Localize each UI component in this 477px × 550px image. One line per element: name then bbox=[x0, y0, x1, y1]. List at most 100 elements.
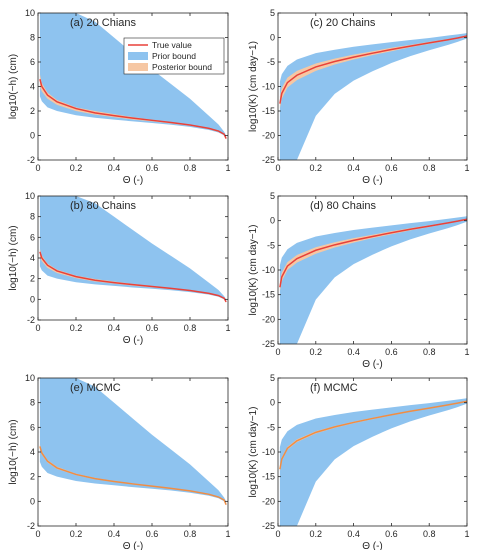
true-value-line bbox=[39, 446, 227, 505]
y-tick-label: -25 bbox=[262, 339, 275, 349]
panel-title: (b) 80 Chains bbox=[70, 200, 137, 212]
plot-area bbox=[279, 398, 467, 526]
legend-swatch bbox=[128, 63, 148, 71]
x-tick-label: 0.4 bbox=[347, 163, 360, 173]
y-tick-label: 0 bbox=[270, 33, 275, 43]
x-tick-label: 0 bbox=[275, 529, 280, 539]
true-value-line bbox=[279, 218, 467, 288]
x-tick-label: 1 bbox=[225, 163, 230, 173]
x-tick-label: 1 bbox=[464, 163, 469, 173]
y-tick-label: 2 bbox=[30, 274, 35, 284]
x-tick-label: 0.6 bbox=[146, 323, 159, 333]
y-tick-label: -5 bbox=[267, 240, 275, 250]
x-tick-label: 0.4 bbox=[108, 163, 121, 173]
panel-title: (c) 20 Chains bbox=[310, 17, 376, 29]
x-tick-label: 0.2 bbox=[70, 163, 83, 173]
y-tick-label: 4 bbox=[30, 447, 35, 457]
x-tick-label: 0.8 bbox=[184, 163, 197, 173]
y-tick-label: 5 bbox=[270, 8, 275, 18]
prior-bound-band bbox=[39, 378, 227, 506]
prior-bound-band bbox=[39, 13, 227, 140]
x-tick-label: 0.6 bbox=[385, 347, 398, 357]
x-tick-label: 0 bbox=[35, 323, 40, 333]
panel-title: (f) MCMC bbox=[310, 382, 358, 394]
panel-c: 0 0.2 0.4 0.6 0.8 1 -25 -20 -15 -10 -5 0 5 Θ (-) log10… bbox=[248, 8, 470, 186]
x-tick-label: 1 bbox=[225, 323, 230, 333]
x-tick-label: 0.8 bbox=[184, 529, 197, 539]
panel-title: (e) MCMC bbox=[70, 382, 121, 394]
y-tick-label: 8 bbox=[30, 33, 35, 43]
x-axis-label: Θ (-) bbox=[362, 175, 383, 186]
x-tick-label: 0.6 bbox=[385, 163, 398, 173]
true-value-line bbox=[39, 78, 227, 139]
x-tick-label: 0.4 bbox=[108, 529, 121, 539]
y-tick-label: 2 bbox=[30, 106, 35, 116]
x-tick-label: 0 bbox=[275, 163, 280, 173]
y-tick-label: -2 bbox=[27, 521, 35, 531]
x-tick-label: 0.4 bbox=[108, 323, 121, 333]
y-tick-label: -20 bbox=[262, 131, 275, 141]
legend-label: Posterior bound bbox=[152, 62, 212, 72]
y-tick-label: 10 bbox=[25, 8, 35, 18]
y-axis-label: log10(K) (cm day−1) bbox=[248, 407, 259, 498]
y-tick-label: -25 bbox=[262, 521, 275, 531]
x-tick-label: 0.8 bbox=[184, 323, 197, 333]
panel-title: (a) 20 Chians bbox=[70, 17, 137, 29]
prior-bound-band bbox=[39, 196, 227, 303]
x-axis-label: Θ (-) bbox=[123, 541, 144, 550]
y-tick-label: -2 bbox=[27, 315, 35, 325]
y-tick-label: -2 bbox=[27, 155, 35, 165]
y-tick-label: -15 bbox=[262, 106, 275, 116]
true-value-line bbox=[39, 251, 227, 303]
y-tick-label: -20 bbox=[262, 314, 275, 324]
y-tick-label: 10 bbox=[25, 373, 35, 383]
x-tick-label: 0.2 bbox=[310, 163, 323, 173]
x-tick-label: 0.2 bbox=[310, 529, 323, 539]
y-tick-label: 0 bbox=[30, 131, 35, 141]
panel-title: (d) 80 Chains bbox=[310, 200, 377, 212]
y-tick-label: 6 bbox=[30, 57, 35, 67]
y-axis-label: log10(−h) (cm) bbox=[8, 54, 19, 119]
x-tick-label: 0.2 bbox=[70, 529, 83, 539]
x-axis-label: Θ (-) bbox=[123, 175, 144, 186]
x-tick-label: 1 bbox=[225, 529, 230, 539]
x-tick-label: 0.8 bbox=[423, 347, 436, 357]
y-tick-label: 10 bbox=[25, 191, 35, 201]
x-axis-label: Θ (-) bbox=[362, 541, 383, 550]
plot-area bbox=[39, 13, 227, 140]
x-tick-label: 0 bbox=[35, 163, 40, 173]
x-tick-label: 0 bbox=[275, 347, 280, 357]
plot-area bbox=[279, 33, 467, 160]
y-tick-label: 6 bbox=[30, 232, 35, 242]
plot-area bbox=[279, 216, 467, 344]
y-tick-label: 4 bbox=[30, 82, 35, 92]
y-tick-label: 5 bbox=[270, 191, 275, 201]
x-axis-label: Θ (-) bbox=[362, 359, 383, 370]
true-value-line bbox=[279, 35, 467, 104]
legend-label: Prior bound bbox=[152, 51, 196, 61]
panel-f: 0 0.2 0.4 0.6 0.8 1 -25 -20 -15 -10 -5 0 5 Θ (-) log10… bbox=[248, 373, 470, 550]
y-tick-label: 0 bbox=[30, 496, 35, 506]
y-axis-label: log10(K) (cm day−1) bbox=[248, 41, 259, 132]
legend-swatch bbox=[128, 52, 148, 60]
x-tick-label: 0.6 bbox=[385, 529, 398, 539]
y-axis-label: log10(−h) (cm) bbox=[8, 419, 19, 484]
x-tick-label: 0.2 bbox=[310, 347, 323, 357]
y-tick-label: -10 bbox=[262, 82, 275, 92]
legend-label: True value bbox=[152, 40, 192, 50]
y-tick-label: -15 bbox=[262, 290, 275, 300]
x-tick-label: 0.4 bbox=[347, 529, 360, 539]
panel-d: 0 0.2 0.4 0.6 0.8 1 -25 -20 -15 -10 -5 0 5 Θ (-) log10… bbox=[248, 191, 470, 370]
x-tick-label: 0.6 bbox=[146, 163, 159, 173]
x-tick-label: 0.4 bbox=[347, 347, 360, 357]
x-tick-label: 0.8 bbox=[423, 529, 436, 539]
y-tick-label: -5 bbox=[267, 422, 275, 432]
y-tick-label: -5 bbox=[267, 57, 275, 67]
true-value-line bbox=[279, 400, 467, 470]
y-tick-label: 2 bbox=[30, 472, 35, 482]
x-tick-label: 0.2 bbox=[70, 323, 83, 333]
